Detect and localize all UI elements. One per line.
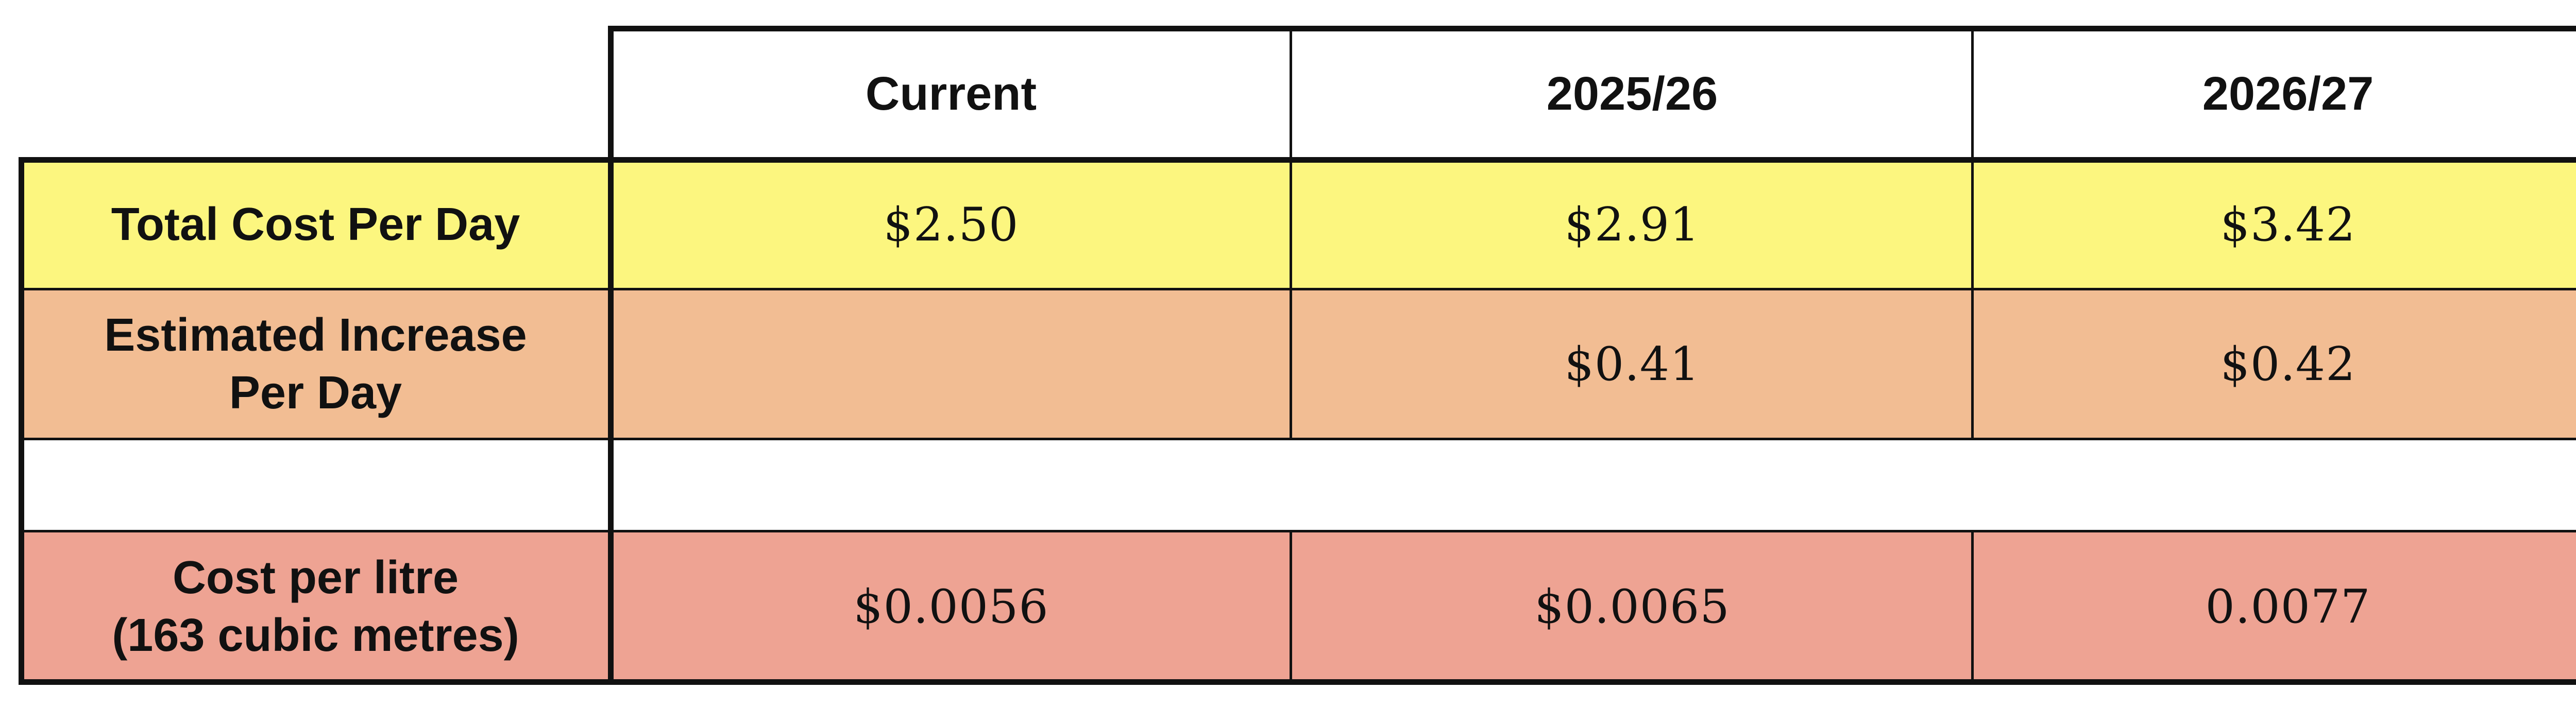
- table-border: [21, 288, 2576, 290]
- column-header-current: Current: [611, 28, 1292, 160]
- column-header-2026-27: 2026/27: [1973, 28, 2576, 160]
- table-border: [1290, 28, 1292, 440]
- column-header-label: Current: [865, 67, 1037, 120]
- table-border: [1971, 530, 1974, 682]
- table-cell: [611, 289, 1292, 439]
- table-cell: $2.50: [611, 160, 1292, 289]
- table-border: [19, 157, 24, 685]
- table-border: [608, 26, 614, 685]
- table-border: [608, 26, 2576, 31]
- table-border: [19, 679, 2576, 685]
- table-border: [21, 530, 2576, 532]
- table-border: [19, 157, 2576, 163]
- table-cell: 0.0077: [1973, 531, 2576, 682]
- row-label-total-cost: Total Cost Per Day: [21, 160, 611, 289]
- table-cell: $3.42: [1973, 160, 2576, 289]
- table-cell: $0.42: [1973, 289, 2576, 439]
- column-header-label: 2026/27: [2202, 67, 2374, 120]
- table-border: [1290, 530, 1292, 682]
- spacer-row: [21, 439, 2576, 531]
- table-cell: $0.0065: [1292, 531, 1973, 682]
- table-border: [1971, 28, 1974, 440]
- table-cell: $0.41: [1292, 289, 1973, 439]
- row-label-cost-per-litre: Cost per litre (163 cubic metres): [21, 531, 611, 682]
- column-header-label: 2025/26: [1546, 67, 1718, 120]
- table-border: [21, 438, 2576, 440]
- row-label-estimated-increase: Estimated Increase Per Day: [21, 289, 611, 439]
- table-cell: $0.0056: [611, 531, 1292, 682]
- table-cell: $2.91: [1292, 160, 1973, 289]
- column-header-2025-26: 2025/26: [1292, 28, 1973, 160]
